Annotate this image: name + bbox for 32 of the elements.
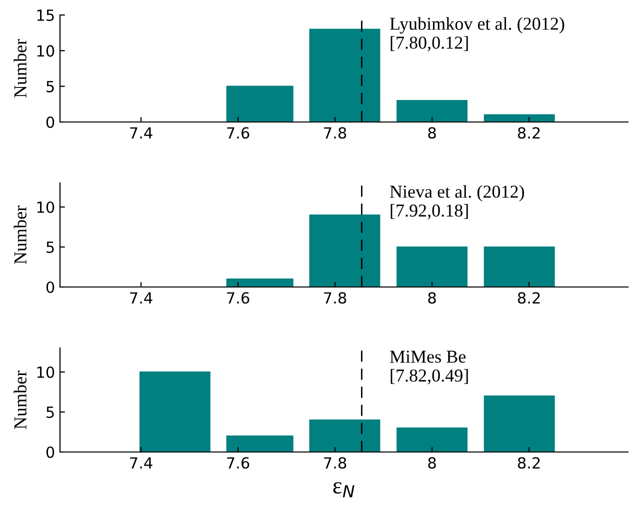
annotation: Lyubimkov et al. (2012) [7.80,0.12]	[390, 17, 564, 52]
x-tick-label: 7.4	[130, 292, 152, 304]
x-tick-label: 7.6	[227, 292, 250, 304]
y-tick-label: 5	[46, 242, 54, 254]
y-axis-title: Number	[14, 206, 26, 264]
x-tick-label: 7.8	[324, 457, 346, 469]
annotation: MiMes Be [7.82,0.49]	[390, 350, 468, 384]
x-tick-label: 7.8	[324, 127, 346, 139]
x-tick-label: 7.6	[227, 127, 250, 139]
x-tick-label: 8	[428, 457, 436, 469]
x-tick-label: 8.2	[518, 292, 540, 304]
x-tick-label: 8	[428, 292, 436, 304]
x-tick-label: 8.2	[518, 127, 540, 139]
x-tick-label: 7.6	[227, 457, 250, 469]
x-axis-title: ε$_{N}$	[333, 482, 354, 498]
y-axis-title: Number	[14, 39, 26, 98]
x-tick-label: 8.2	[518, 457, 540, 469]
annotation: Nieva et al. (2012) [7.92,0.18]	[390, 185, 524, 220]
y-axis-title: Number	[14, 370, 26, 430]
x-tick-label: 7.8	[324, 292, 346, 304]
y-tick-label: 5	[46, 406, 54, 418]
y-tick-label: 10	[37, 45, 54, 57]
x-tick-label: 7.4	[130, 127, 152, 138]
y-tick-label: 0	[46, 446, 54, 458]
y-tick-label: 10	[37, 201, 54, 214]
x-tick-label: 7.4	[130, 457, 152, 468]
y-tick-label: 10	[37, 366, 54, 378]
y-tick-label: 0	[46, 116, 54, 128]
x-tick-label: 8	[428, 127, 436, 139]
y-tick-label: 15	[37, 10, 54, 22]
y-tick-label: 0	[46, 281, 54, 294]
y-tick-label: 5	[46, 81, 54, 92]
